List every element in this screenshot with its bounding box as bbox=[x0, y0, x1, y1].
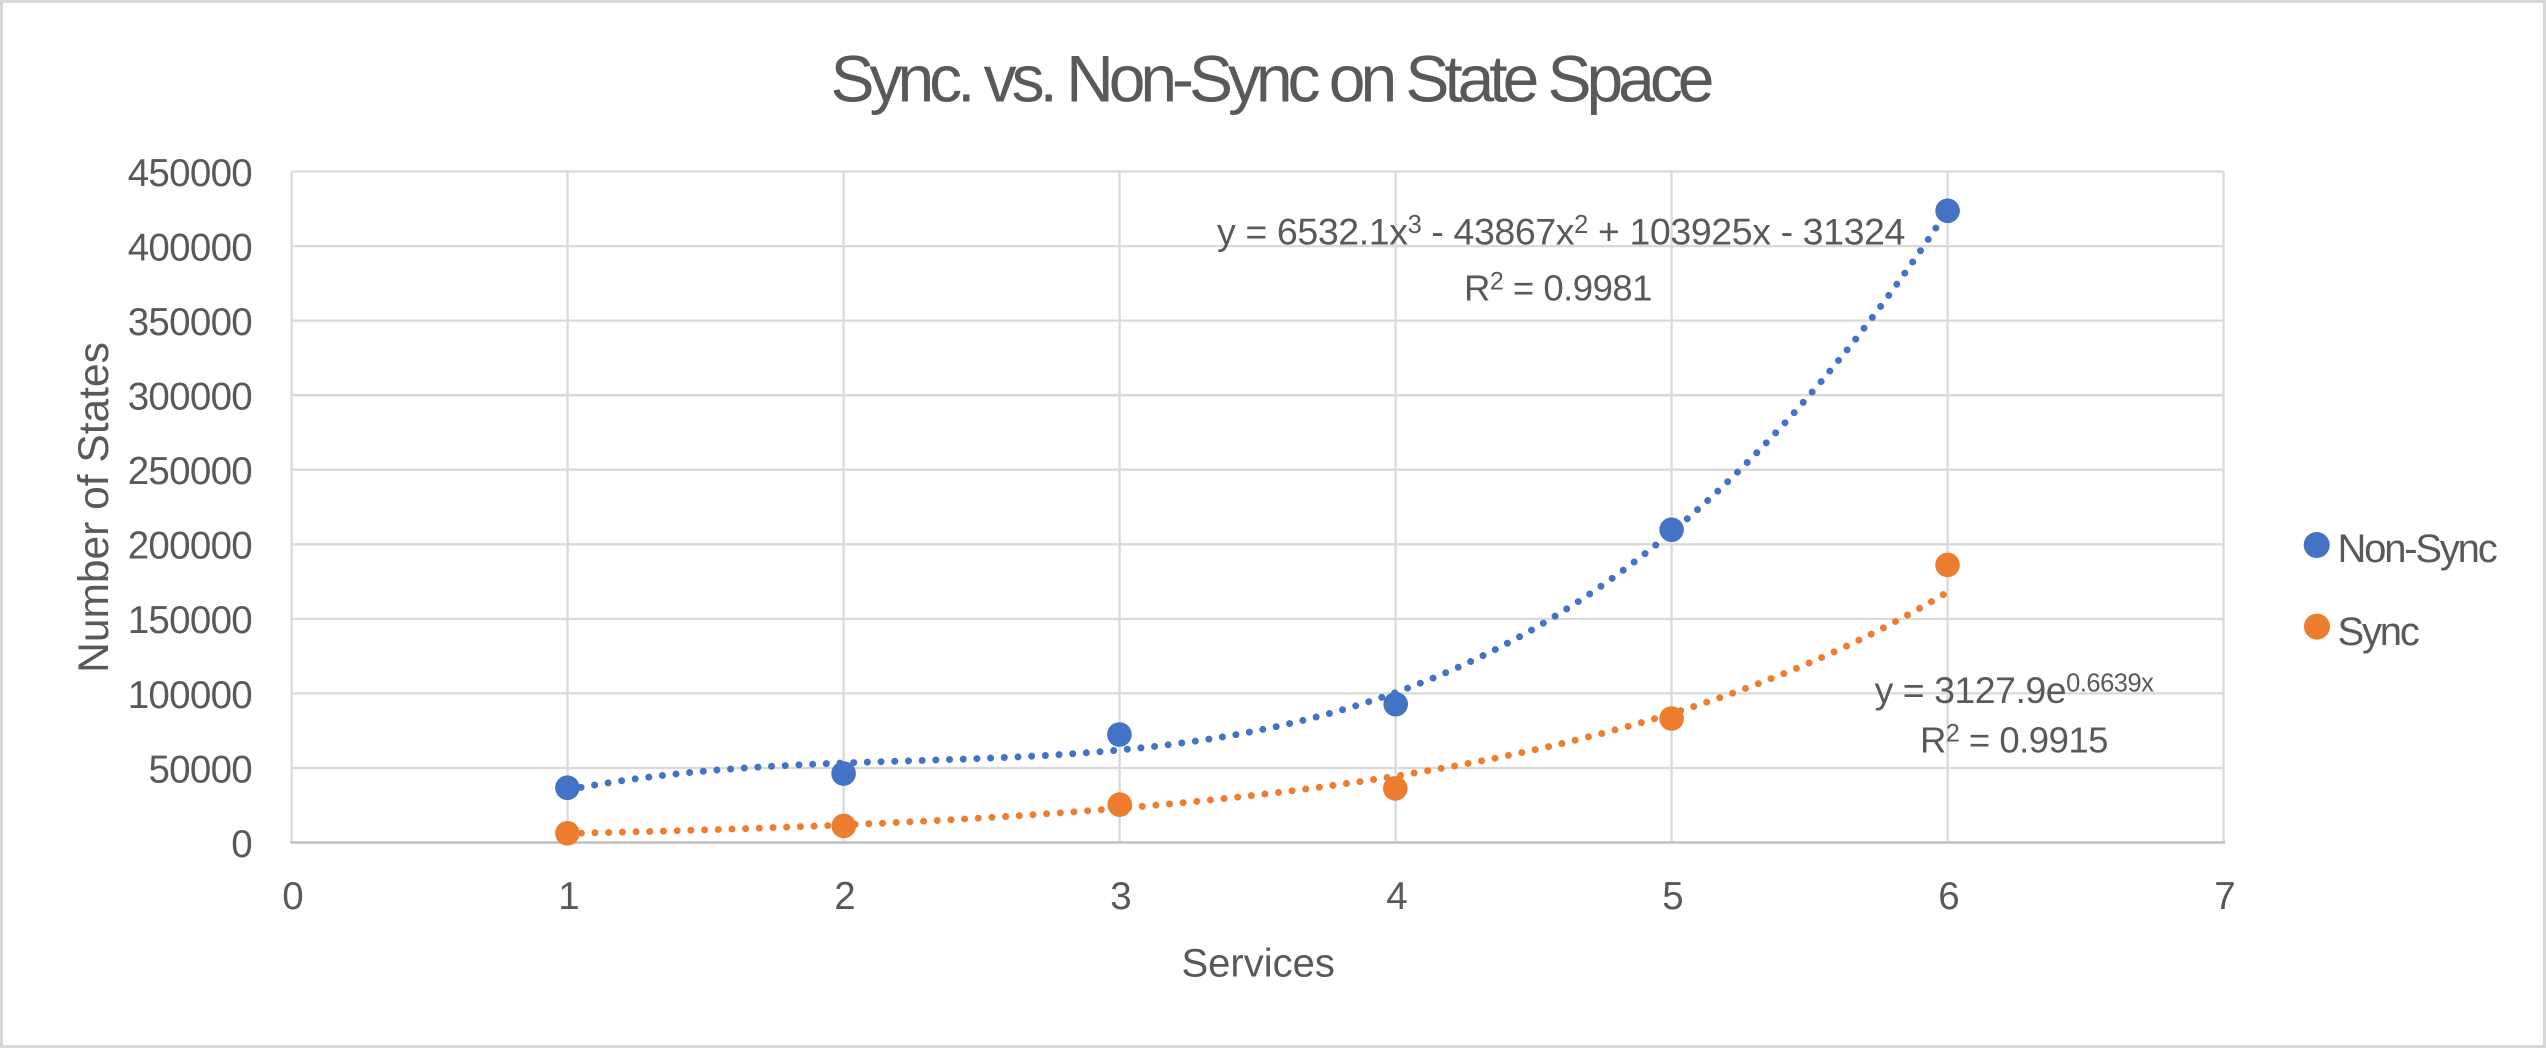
svg-text:y = 6532.1x3 - 43867x2 + 10392: y = 6532.1x3 - 43867x2 + 103925x - 31324 bbox=[1217, 211, 1905, 253]
svg-text:1: 1 bbox=[558, 875, 579, 918]
svg-text:150000: 150000 bbox=[128, 599, 252, 642]
svg-text:0: 0 bbox=[282, 875, 303, 918]
svg-text:300000: 300000 bbox=[128, 376, 252, 419]
svg-text:4: 4 bbox=[1386, 875, 1407, 918]
svg-text:Services: Services bbox=[1182, 942, 1335, 986]
svg-text:Number of States: Number of States bbox=[71, 342, 118, 673]
svg-text:50000: 50000 bbox=[148, 748, 252, 791]
svg-text:450000: 450000 bbox=[128, 152, 252, 195]
svg-text:350000: 350000 bbox=[128, 301, 252, 344]
svg-text:100000: 100000 bbox=[128, 674, 252, 717]
svg-text:250000: 250000 bbox=[128, 450, 252, 493]
svg-text:Sync. vs. Non-Sync on State Sp: Sync. vs. Non-Sync on State Space bbox=[831, 42, 1712, 116]
svg-text:Non-Sync: Non-Sync bbox=[2338, 527, 2497, 571]
svg-text:2: 2 bbox=[834, 875, 855, 918]
svg-text:y = 3127.9e0.6639x: y = 3127.9e0.6639x bbox=[1875, 669, 2155, 711]
svg-text:7: 7 bbox=[2214, 875, 2235, 918]
svg-text:3: 3 bbox=[1110, 875, 1131, 918]
svg-text:R2 = 0.9915: R2 = 0.9915 bbox=[1920, 720, 2108, 761]
svg-text:0: 0 bbox=[231, 823, 252, 866]
svg-text:5: 5 bbox=[1662, 875, 1683, 918]
svg-text:200000: 200000 bbox=[128, 525, 252, 568]
svg-text:6: 6 bbox=[1938, 875, 1959, 918]
svg-text:400000: 400000 bbox=[128, 226, 252, 269]
svg-text:Sync: Sync bbox=[2338, 610, 2419, 654]
